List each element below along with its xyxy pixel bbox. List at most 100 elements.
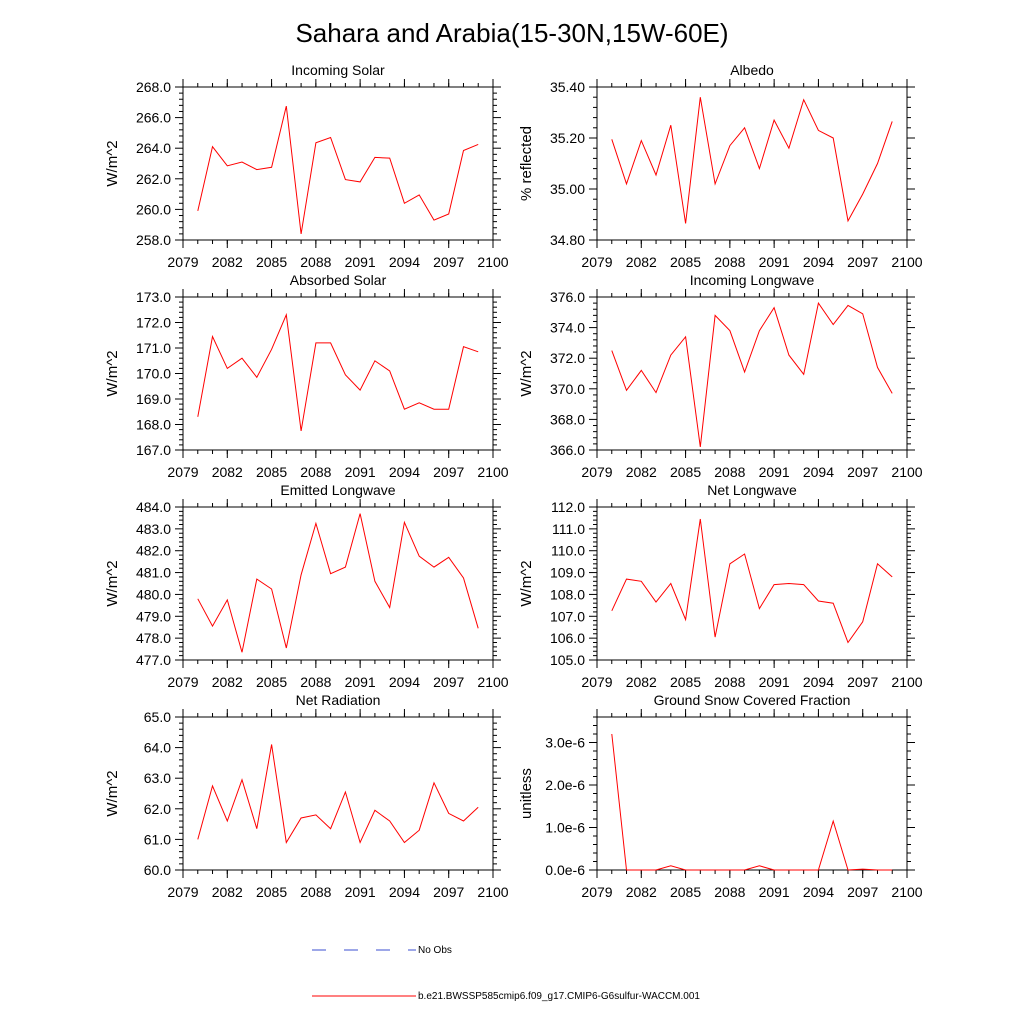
panel-title: Incoming Solar <box>291 62 385 78</box>
y-tick-label: 366.0 <box>550 442 585 458</box>
panel-incoming-solar: 2079 2082 2085 2088 2091 2094 2097 2100 258.0 260… <box>104 62 509 270</box>
x-tick-label: 2079 <box>581 464 612 480</box>
x-tick-label: 2094 <box>389 464 420 480</box>
panel-title: Ground Snow Covered Fraction <box>654 692 851 708</box>
x-tick-label: 2085 <box>670 674 701 690</box>
plot-frame <box>182 506 494 661</box>
x-tick-label: 2091 <box>345 884 376 900</box>
panel-title: Net Radiation <box>296 692 381 708</box>
x-tick-label: 2079 <box>167 464 198 480</box>
x-tick-label: 2100 <box>477 464 508 480</box>
series-line-model <box>611 301 893 447</box>
x-tick-label: 2091 <box>345 674 376 690</box>
x-tick-label: 2088 <box>714 674 745 690</box>
plot-frame <box>596 86 908 241</box>
y-axis-label: unitless <box>518 768 535 819</box>
x-tick-label: 2094 <box>803 464 834 480</box>
y-tick-label: 171.0 <box>136 340 171 356</box>
panel-title: Emitted Longwave <box>280 482 395 498</box>
y-tick-label: 1.0e-6 <box>545 820 585 836</box>
y-axis-label: W/m^2 <box>518 560 535 606</box>
panel-title: Albedo <box>730 62 774 78</box>
y-tick-label: 484.0 <box>136 499 171 515</box>
x-tick-label: 2091 <box>759 674 790 690</box>
y-tick-label: 2.0e-6 <box>545 777 585 793</box>
x-tick-label: 2097 <box>847 464 878 480</box>
x-tick-label: 2088 <box>714 464 745 480</box>
y-tick-label: 35.40 <box>550 79 585 95</box>
x-tick-label: 2085 <box>670 254 701 270</box>
x-tick-label: 2091 <box>345 464 376 480</box>
x-tick-label: 2094 <box>803 674 834 690</box>
series-line-model <box>611 518 893 644</box>
panel-net-longwave: 2079 2082 2085 2088 2091 2094 2097 2100 105.0 106… <box>518 482 923 690</box>
plot-frame <box>182 296 494 451</box>
x-tick-label: 2082 <box>212 674 243 690</box>
x-tick-label: 2088 <box>300 464 331 480</box>
x-tick-label: 2097 <box>433 674 464 690</box>
y-tick-label: 264.0 <box>136 140 171 156</box>
y-tick-label: 260.0 <box>136 201 171 217</box>
x-tick-label: 2100 <box>477 254 508 270</box>
y-tick-label: 167.0 <box>136 442 171 458</box>
y-tick-label: 370.0 <box>550 381 585 397</box>
y-tick-label: 376.0 <box>550 289 585 305</box>
x-tick-label: 2094 <box>803 254 834 270</box>
x-tick-label: 2091 <box>345 254 376 270</box>
y-tick-label: 372.0 <box>550 350 585 366</box>
series-line-model <box>611 733 893 871</box>
panel-title: Net Longwave <box>707 482 797 498</box>
plot-frame <box>596 296 908 451</box>
y-axis-label: W/m^2 <box>518 350 535 396</box>
plot-frame <box>182 716 494 871</box>
y-tick-label: 0.0e-6 <box>545 862 585 878</box>
x-tick-label: 2094 <box>389 884 420 900</box>
y-tick-label: 112.0 <box>551 499 585 515</box>
x-tick-label: 2094 <box>389 674 420 690</box>
legend-obs-label: No Obs <box>418 945 452 956</box>
x-tick-label: 2085 <box>256 254 287 270</box>
x-tick-label: 2100 <box>477 884 508 900</box>
x-tick-label: 2085 <box>670 464 701 480</box>
x-tick-label: 2097 <box>847 674 878 690</box>
panel-ground-snow-covered-fraction: 2079 2082 2085 2088 2091 2094 2097 2100 0.0e-6 1.… <box>518 692 923 900</box>
x-tick-label: 2094 <box>389 254 420 270</box>
y-tick-label: 173.0 <box>136 289 171 305</box>
y-tick-label: 111.0 <box>552 521 585 537</box>
y-tick-label: 258.0 <box>136 232 171 248</box>
y-tick-label: 481.0 <box>136 565 171 581</box>
y-tick-label: 3.0e-6 <box>545 735 585 751</box>
x-tick-label: 2100 <box>477 674 508 690</box>
y-tick-label: 64.0 <box>144 740 171 756</box>
x-tick-label: 2082 <box>626 254 657 270</box>
y-tick-label: 106.0 <box>550 630 585 646</box>
x-tick-label: 2088 <box>714 884 745 900</box>
x-tick-label: 2082 <box>626 674 657 690</box>
x-tick-label: 2100 <box>891 884 922 900</box>
x-tick-label: 2097 <box>847 884 878 900</box>
x-tick-label: 2079 <box>581 884 612 900</box>
x-tick-label: 2082 <box>626 464 657 480</box>
panel-incoming-longwave: 2079 2082 2085 2088 2091 2094 2097 2100 366.0 368… <box>518 272 923 480</box>
series-line-model <box>611 97 893 224</box>
y-axis-label: % reflected <box>518 126 535 201</box>
x-tick-label: 2082 <box>212 464 243 480</box>
x-tick-label: 2082 <box>212 884 243 900</box>
y-tick-label: 479.0 <box>136 608 171 624</box>
x-tick-label: 2100 <box>891 674 922 690</box>
x-tick-label: 2097 <box>433 464 464 480</box>
y-tick-label: 34.80 <box>550 232 585 248</box>
main-title: Sahara and Arabia(15-30N,15W-60E) <box>295 18 728 48</box>
y-tick-label: 480.0 <box>136 586 171 602</box>
panel-title: Incoming Longwave <box>690 272 815 288</box>
x-tick-label: 2079 <box>167 674 198 690</box>
x-tick-label: 2097 <box>847 254 878 270</box>
y-tick-label: 168.0 <box>136 417 171 433</box>
y-axis-label: W/m^2 <box>104 560 121 606</box>
y-tick-label: 368.0 <box>550 411 585 427</box>
y-tick-label: 61.0 <box>144 831 171 847</box>
panels-grid: 2079 2082 2085 2088 2091 2094 2097 2100 258.0 260… <box>104 62 923 900</box>
y-tick-label: 35.00 <box>550 181 585 197</box>
y-tick-label: 172.0 <box>136 315 171 331</box>
y-tick-label: 482.0 <box>136 543 171 559</box>
